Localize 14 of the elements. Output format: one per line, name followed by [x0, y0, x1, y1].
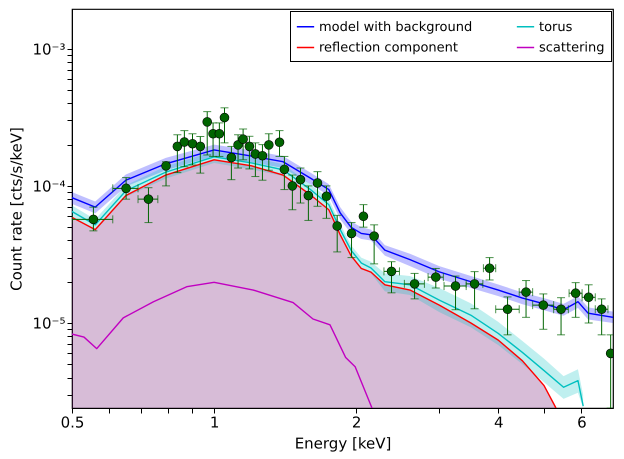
x-tick-label: 1 — [210, 414, 220, 432]
legend-label: scattering — [539, 40, 605, 56]
legend-label: reflection component — [319, 40, 458, 56]
legend-label: model with background — [319, 20, 472, 35]
x-axis-title: Energy [keV] — [294, 434, 392, 452]
legend-label: torus — [539, 20, 573, 35]
y-axis-title: Count rate [cts/s/keV] — [7, 127, 26, 291]
x-tick-label: 6 — [577, 414, 587, 432]
y-tick-label: 10⁻⁵ — [32, 314, 66, 333]
x-tick-label: 4 — [494, 414, 504, 432]
x-tick-label: 0.5 — [60, 414, 84, 432]
y-tick-label: 10⁻⁴ — [32, 177, 66, 196]
y-tick-label: 10⁻³ — [32, 40, 66, 58]
x-tick-label: 2 — [352, 414, 362, 432]
